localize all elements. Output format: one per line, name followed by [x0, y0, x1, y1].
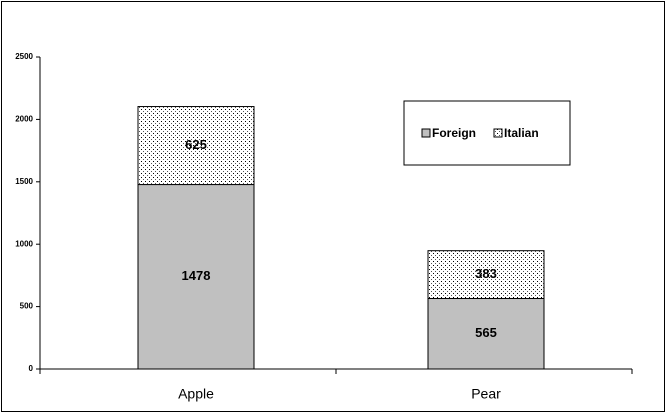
data-label: 625 — [185, 137, 207, 152]
data-label: 565 — [475, 325, 497, 340]
legend-label: Foreign — [432, 126, 476, 140]
x-tick-label: Apple — [178, 386, 214, 402]
y-tick-label: 1500 — [15, 177, 33, 186]
y-tick-label: 2000 — [15, 115, 33, 124]
x-tick-label: Pear — [471, 386, 501, 402]
bar-segment — [137, 184, 255, 370]
bar-segment — [137, 106, 255, 186]
legend-swatch — [493, 128, 503, 138]
bar-segment — [427, 250, 545, 299]
legend-label: Italian — [504, 126, 539, 140]
data-label: 1478 — [182, 268, 211, 283]
data-label: 383 — [475, 266, 497, 281]
y-tick-label: 0 — [29, 364, 34, 373]
legend-box — [403, 100, 571, 166]
y-tick-label: 1000 — [15, 239, 33, 248]
y-tick-label: 500 — [20, 302, 34, 311]
bar-segment — [427, 297, 545, 370]
legend-swatch — [421, 128, 431, 138]
y-tick-label: 2500 — [15, 52, 33, 61]
